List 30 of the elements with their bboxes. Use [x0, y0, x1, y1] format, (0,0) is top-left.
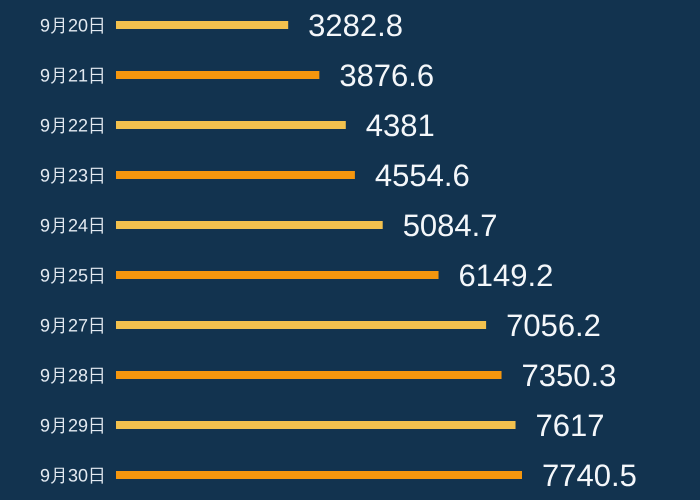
data-label: 3282.8 — [308, 8, 404, 44]
y-tick-label: 9月28日 — [40, 365, 106, 386]
bar — [116, 21, 288, 29]
y-tick-label: 9月29日 — [40, 415, 106, 436]
data-label: 5084.7 — [402, 208, 498, 244]
data-label: 4381 — [366, 108, 435, 144]
y-tick-label: 9月25日 — [40, 265, 106, 286]
bar — [116, 421, 516, 429]
data-label: 7740.5 — [542, 458, 637, 494]
y-tick-label: 9月24日 — [40, 215, 106, 236]
data-label: 7350.3 — [522, 358, 616, 394]
bar — [116, 71, 320, 79]
data-label: 6149.2 — [458, 258, 554, 294]
y-tick-label: 9月30日 — [40, 465, 106, 486]
y-tick-label: 9月22日 — [40, 115, 106, 136]
data-label: 4554.6 — [374, 158, 470, 194]
bar — [116, 271, 439, 279]
bar — [116, 221, 383, 229]
y-tick-label: 9月21日 — [40, 65, 106, 86]
bar — [116, 321, 486, 329]
data-label: 3876.6 — [339, 58, 434, 94]
bar — [116, 371, 502, 379]
bar — [116, 121, 346, 129]
y-tick-label: 9月20日 — [40, 15, 106, 36]
data-label: 7056.2 — [506, 308, 601, 344]
y-tick-label: 9月23日 — [40, 165, 106, 186]
data-label: 7617 — [536, 408, 604, 444]
bar — [116, 471, 522, 479]
y-tick-label: 9月27日 — [40, 315, 106, 336]
bar — [116, 171, 355, 179]
